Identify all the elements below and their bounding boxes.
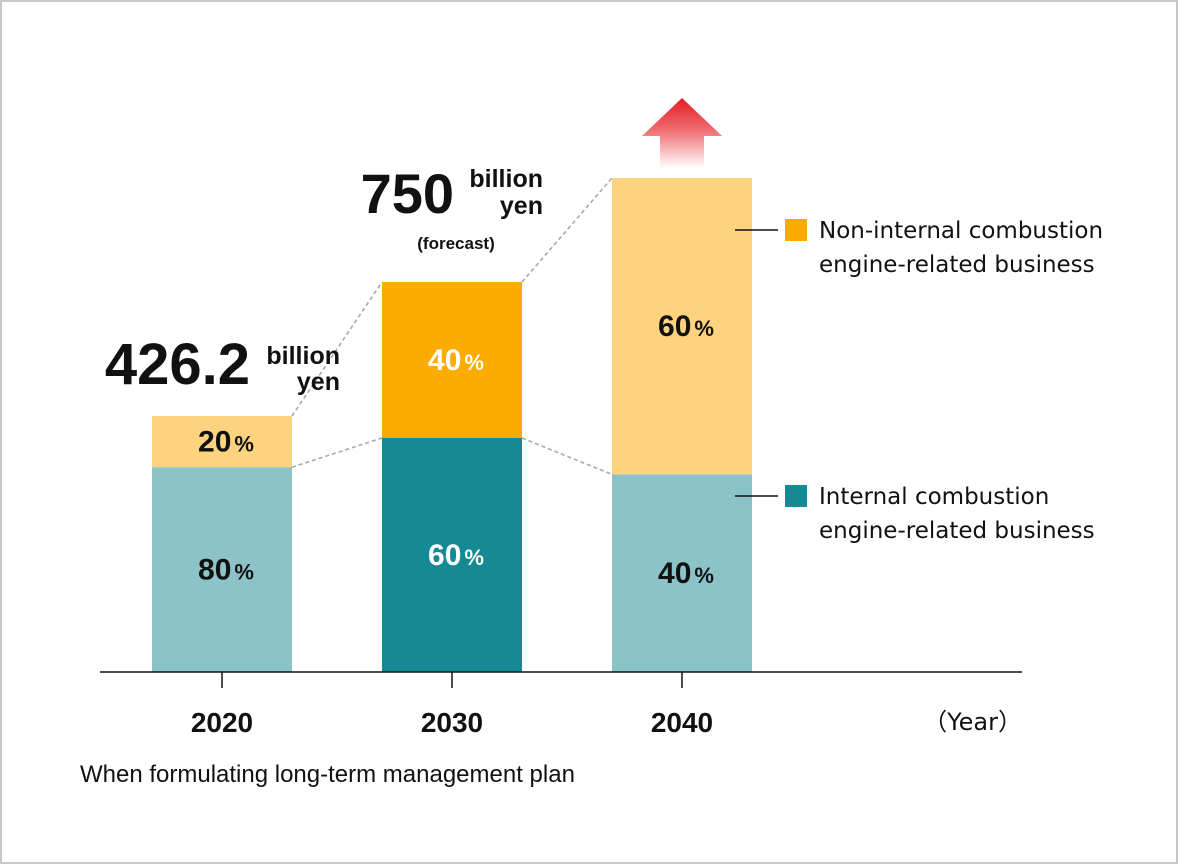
data-label-non-internal-2020: 20% (198, 426, 254, 459)
data-label-non-internal-2040: 60% (658, 310, 714, 343)
footnote: When formulating long-term management pl… (80, 761, 575, 788)
percent-sign: % (464, 350, 484, 375)
percent-value: 60 (658, 310, 691, 343)
percent-sign: % (234, 560, 254, 585)
bar-segment-non-internal-2040 (612, 178, 752, 475)
legend-non-internal-label-line2: engine-related business (819, 252, 1095, 278)
percent-value: 40 (658, 557, 691, 590)
legend-internal-label-line2: engine-related business (819, 518, 1095, 544)
total-unit-line1: billion (266, 342, 340, 370)
connector-top-2020-2030 (291, 281, 383, 417)
bar-segment-internal-2020 (152, 467, 292, 672)
total-value-2020: 426.2 (105, 332, 250, 397)
x-axis-unit-label: （Year） (923, 708, 1022, 736)
percent-value: 60 (428, 539, 461, 572)
bar-segment-non-internal-2030 (382, 282, 522, 438)
legend-non-internal-label-line1: Non-internal combustion (819, 218, 1103, 244)
percent-sign: % (694, 316, 714, 341)
percent-sign: % (464, 545, 484, 570)
connector-lines (291, 177, 613, 476)
percent-sign: % (234, 432, 254, 457)
x-tick-label-2040: 2040 (651, 707, 713, 738)
percent-value: 20 (198, 426, 231, 459)
data-label-internal-2040: 40% (658, 557, 714, 590)
percent-sign: % (694, 563, 714, 588)
connector-split-2030-2040 (521, 437, 613, 476)
data-label-internal-2020: 80% (198, 554, 254, 587)
data-label-internal-2030: 60% (428, 539, 484, 572)
total-unit-line2: yen (297, 368, 340, 396)
legend-non-internal-swatch (785, 219, 807, 241)
up-arrow-icon (642, 98, 722, 168)
x-tick-label-2020: 2020 (191, 707, 253, 738)
total-value-2030: 750 (361, 162, 454, 225)
connector-split-2020-2030 (291, 437, 383, 468)
total-unit-line1: billion (469, 165, 543, 193)
percent-value: 40 (428, 344, 461, 377)
legend-internal-label-line1: Internal combustion (819, 484, 1049, 510)
total-unit-line2: yen (500, 192, 543, 220)
bar-segment-non-internal-2020 (152, 416, 292, 468)
total-note: (forecast) (417, 234, 494, 253)
x-axis: 2020 2030 2040 （Year） (100, 671, 1022, 738)
bar-segment-internal-2040 (612, 474, 752, 672)
bars (152, 178, 752, 672)
growth-arrow-icon (642, 98, 722, 168)
connector-top-2030-2040 (521, 177, 613, 283)
data-label-non-internal-2030: 40% (428, 344, 484, 377)
legend-internal-swatch (785, 485, 807, 507)
bar-segment-internal-2030 (382, 438, 522, 672)
percent-value: 80 (198, 554, 231, 587)
x-tick-label-2030: 2030 (421, 707, 483, 738)
legend: Non-internal combustion engine-related bu… (735, 218, 1103, 544)
